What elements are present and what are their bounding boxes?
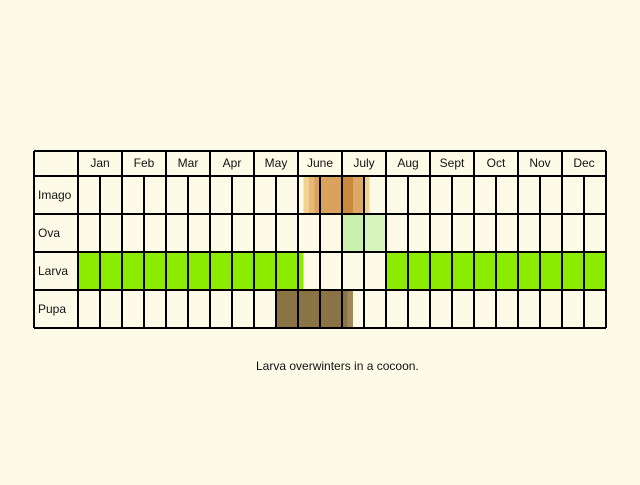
month-label-aug: Aug <box>397 156 418 170</box>
bar-imago-5 <box>364 176 370 214</box>
stage-label-imago: Imago <box>38 188 72 202</box>
stage-label-pupa: Pupa <box>38 302 66 316</box>
month-label-jan: Jan <box>90 156 109 170</box>
month-label-july: July <box>353 156 374 170</box>
bar-pupa-1 <box>347 290 353 328</box>
month-label-june: June <box>307 156 333 170</box>
month-label-oct: Oct <box>487 156 506 170</box>
bar-imago-0 <box>303 176 309 214</box>
bar-imago-4 <box>353 176 364 214</box>
month-label-nov: Nov <box>529 156 550 170</box>
chart-note: Larva overwinters in a cocoon. <box>256 359 419 373</box>
stage-label-larva: Larva <box>38 264 68 278</box>
bar-imago-2 <box>314 176 342 214</box>
month-label-sept: Sept <box>440 156 465 170</box>
bar-ova-0 <box>342 214 364 252</box>
month-label-dec: Dec <box>573 156 594 170</box>
month-label-feb: Feb <box>134 156 155 170</box>
bar-pupa-0 <box>276 290 348 328</box>
month-label-may: May <box>265 156 288 170</box>
bar-imago-3 <box>342 176 353 214</box>
month-label-apr: Apr <box>223 156 242 170</box>
bar-larva-0 <box>78 252 304 290</box>
bar-imago-1 <box>309 176 315 214</box>
stage-label-ova: Ova <box>38 226 60 240</box>
bar-ova-1 <box>364 214 386 252</box>
month-label-mar: Mar <box>178 156 199 170</box>
